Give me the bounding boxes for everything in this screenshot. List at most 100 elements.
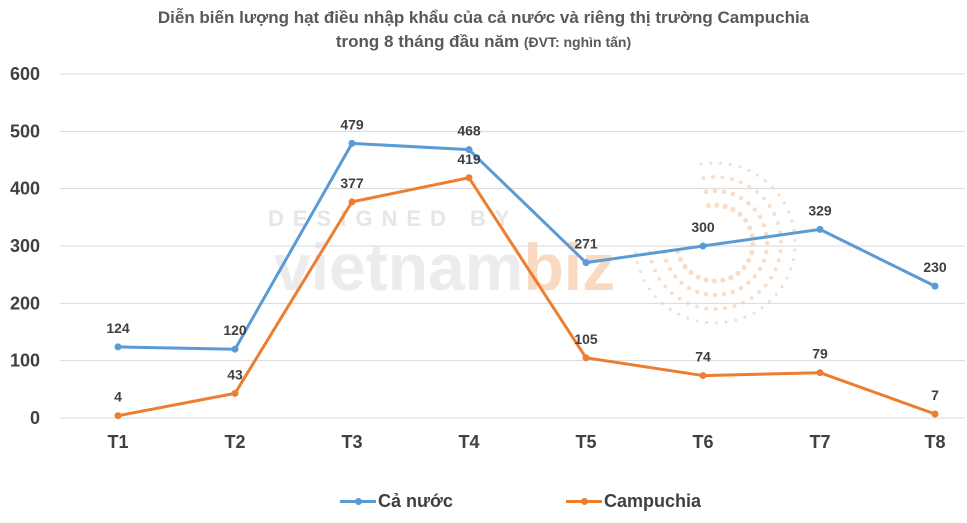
watermark-dot [703,189,709,195]
legend-item-campuchia: Campuchia [566,491,701,512]
watermark-dot [761,196,766,201]
watermark-dot [714,321,718,325]
data-label-campuchia-t8: 7 [931,387,939,403]
data-label-ca-nuoc-t6: 300 [691,219,715,235]
data-point-ca-nuoc-t2 [231,345,239,353]
watermark-brand: vietnambiz [274,230,615,304]
watermark-dot [677,296,682,301]
watermark-dot [761,222,767,228]
chart-title-line2: trong 8 tháng đầu năm (ĐVT: nghìn tấn) [0,30,967,54]
watermark-dot [749,233,755,239]
watermark-dot [705,321,709,325]
watermark-dot [730,191,736,197]
watermark-dot [719,161,723,165]
x-tick-label-t4: T4 [458,432,479,452]
x-axis: T1 T2 T3 T4 T5 T6 T7 T8 [107,432,945,452]
watermark-dot [767,204,772,208]
watermark-dot [686,316,690,320]
watermark-dot [712,292,718,298]
watermark-dot [682,263,688,270]
data-label-ca-nuoc-t4: 468 [457,123,481,139]
legend-label-campuchia: Campuchia [604,491,702,511]
watermark-dot [713,307,718,311]
x-tick-label-t3: T3 [341,432,362,452]
watermark-dot [688,269,694,276]
watermark: DESIGNED BY vietnambiz [268,161,797,325]
data-point-campuchia-t8 [931,410,939,418]
watermark-dot [780,285,784,289]
watermark-dot [642,279,646,283]
watermark-dot [635,260,639,264]
watermark-dot [757,266,763,272]
data-point-campuchia-t6 [699,372,707,380]
watermark-dot [737,211,743,217]
x-tick-label-t8: T8 [924,432,945,452]
legend-item-ca-nuoc: Cả nước [340,491,453,512]
watermark-dot [747,225,753,231]
watermark-dot [792,228,796,233]
watermark-dot [728,162,732,167]
watermark-dot [712,188,718,194]
watermark-dot [763,179,767,183]
watermark-dot [668,307,672,311]
watermark-dot [663,284,668,289]
watermark-dot [679,280,684,286]
watermark-dot [694,289,700,295]
watermark-dot [752,311,756,315]
data-label-campuchia-t6: 74 [695,349,711,365]
watermark-dot [743,315,747,319]
watermark-dot [634,251,638,255]
watermark-dot [774,292,778,296]
watermark-dot [793,248,797,252]
data-point-ca-nuoc-t1 [114,343,122,351]
legend-swatch-campuchia [566,498,602,505]
watermark-dot [724,320,728,324]
watermark-dot [703,277,709,283]
watermark-dot [763,231,769,237]
data-point-ca-nuoc-t5 [582,259,590,267]
watermark-dot [775,221,780,225]
x-tick-label-t5: T5 [575,432,596,452]
x-tick-label-t2: T2 [224,432,245,452]
data-label-campuchia-t5: 105 [574,331,598,347]
watermark-dot [763,249,769,255]
watermark-dot [711,175,715,179]
watermark-dot [721,189,727,195]
watermark-dot [709,161,713,165]
watermark-dot [790,219,794,223]
series-line-campuchia [116,176,937,418]
y-tick-label-500: 500 [10,121,40,141]
watermark-dot [720,175,725,180]
watermark-dot [663,258,669,264]
watermark-dot [738,165,742,169]
watermark-dot [760,306,764,310]
watermark-dot [741,300,746,305]
legend: Cả nước Campuchia [0,491,967,517]
y-tick-label-100: 100 [10,351,40,371]
watermark-dot [787,210,791,214]
watermark-dot [778,249,783,254]
watermark-dot [755,173,759,177]
watermark-dot [747,184,752,189]
watermark-dot [647,287,652,291]
watermark-dot [705,202,712,209]
watermark-dot [778,230,783,235]
chart-unit-note: (ĐVT: nghìn tấn) [523,34,632,50]
data-point-ca-nuoc-t3 [348,139,356,147]
watermark-dot [730,289,736,295]
watermark-dot [782,201,786,205]
watermark-dot [738,180,743,185]
watermark-dot [763,283,768,288]
watermark-dot [701,176,706,180]
data-point-campuchia-t3 [348,198,356,206]
watermark-dot [711,278,717,284]
watermark-dot [785,276,789,280]
data-point-ca-nuoc-t7 [816,225,824,233]
watermark-dot [738,285,744,291]
data-label-campuchia-t3: 377 [340,175,364,191]
watermark-dot [755,190,759,194]
watermark-dot [722,203,728,209]
watermark-dot [695,304,699,309]
watermark-dot [791,258,795,262]
chart-title-line1: Diễn biến lượng hạt điều nhập khẩu của c… [157,8,810,27]
